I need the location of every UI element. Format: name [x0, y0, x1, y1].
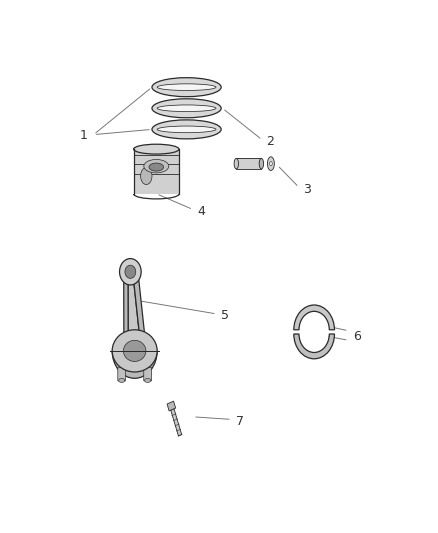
Polygon shape: [133, 271, 146, 350]
Ellipse shape: [268, 157, 274, 171]
Text: 7: 7: [236, 415, 244, 427]
Polygon shape: [134, 149, 179, 194]
Ellipse shape: [234, 158, 238, 169]
Wedge shape: [112, 351, 157, 378]
Ellipse shape: [152, 78, 221, 96]
Ellipse shape: [152, 120, 221, 139]
Ellipse shape: [157, 126, 216, 133]
Text: 2: 2: [267, 135, 275, 148]
Ellipse shape: [145, 378, 151, 383]
Wedge shape: [294, 334, 335, 359]
Ellipse shape: [124, 341, 146, 361]
Text: 4: 4: [198, 205, 205, 218]
Text: 1: 1: [79, 129, 87, 142]
Text: 5: 5: [221, 309, 229, 322]
Ellipse shape: [119, 378, 125, 383]
Ellipse shape: [144, 159, 169, 173]
Polygon shape: [236, 158, 261, 169]
Ellipse shape: [134, 144, 179, 154]
Ellipse shape: [152, 99, 221, 118]
Ellipse shape: [259, 158, 264, 169]
Wedge shape: [294, 305, 335, 330]
Polygon shape: [171, 409, 182, 436]
FancyBboxPatch shape: [118, 367, 126, 381]
Polygon shape: [128, 272, 141, 351]
Ellipse shape: [125, 265, 136, 278]
Ellipse shape: [141, 167, 152, 184]
Polygon shape: [124, 272, 128, 352]
Ellipse shape: [149, 163, 163, 171]
FancyBboxPatch shape: [144, 367, 152, 381]
Text: 6: 6: [353, 329, 361, 343]
Ellipse shape: [157, 105, 216, 111]
Ellipse shape: [269, 161, 272, 166]
Text: 3: 3: [304, 183, 311, 196]
Ellipse shape: [157, 84, 216, 91]
Ellipse shape: [120, 259, 141, 285]
Ellipse shape: [112, 330, 157, 372]
Polygon shape: [167, 401, 176, 411]
